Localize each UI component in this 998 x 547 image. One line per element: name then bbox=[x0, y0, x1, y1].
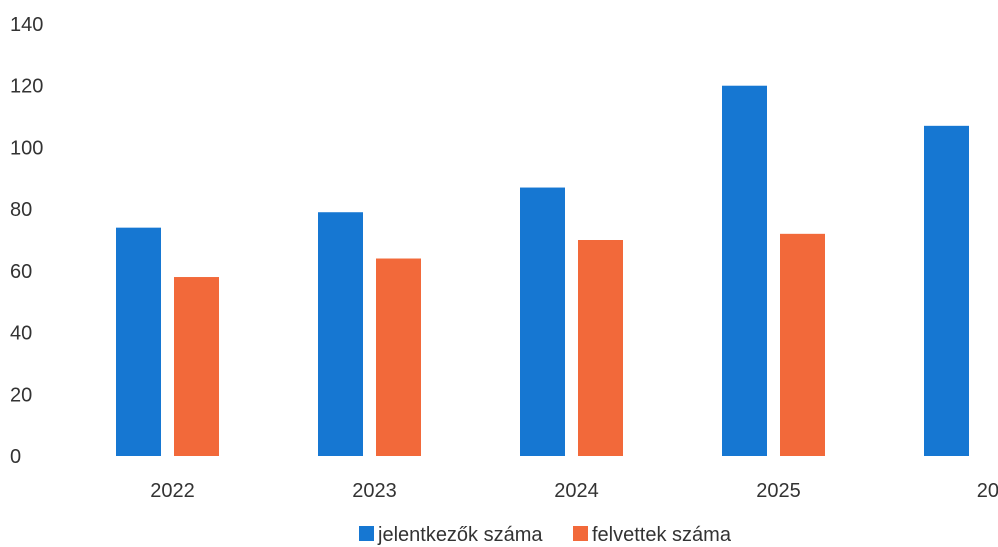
y-axis-ticks: 0 20 40 60 80 100 120 140 bbox=[10, 14, 43, 468]
y-tick-label: 100 bbox=[10, 137, 43, 159]
x-tick-label: 2022 bbox=[150, 480, 195, 502]
legend-swatch-series-0 bbox=[359, 526, 374, 541]
bar-jelentkezok-2022 bbox=[116, 227, 161, 456]
bar-jelentkezok-2025 bbox=[722, 85, 767, 456]
legend-swatch-series-1 bbox=[573, 526, 588, 541]
x-tick-label: 2023 bbox=[352, 480, 397, 502]
bar-jelentkezok-2023 bbox=[318, 212, 363, 456]
x-tick-label: 2026 bbox=[977, 480, 998, 502]
x-tick-label: 2025 bbox=[756, 480, 801, 502]
legend-label-series-0: jelentkezők száma bbox=[377, 524, 543, 546]
y-tick-label: 80 bbox=[10, 199, 32, 221]
legend-label-series-1: felvettek száma bbox=[592, 524, 732, 546]
bars-group bbox=[116, 85, 969, 457]
bar-jelentkezok-2026 bbox=[924, 125, 969, 456]
bar-felvettek-2023 bbox=[376, 258, 421, 456]
y-tick-label: 140 bbox=[10, 14, 43, 36]
bar-jelentkezok-2024 bbox=[520, 187, 565, 457]
bar-felvettek-2024 bbox=[578, 240, 623, 456]
legend: jelentkezők száma felvettek száma bbox=[359, 524, 732, 546]
x-tick-label: 2024 bbox=[554, 480, 599, 502]
x-axis-ticks: 2022 2023 2024 2025 2026 bbox=[150, 480, 998, 502]
y-tick-label: 20 bbox=[10, 384, 32, 406]
bar-felvettek-2022 bbox=[174, 277, 219, 456]
bar-felvettek-2025 bbox=[780, 233, 825, 456]
y-tick-label: 0 bbox=[10, 446, 21, 468]
y-tick-label: 60 bbox=[10, 261, 32, 283]
y-tick-label: 120 bbox=[10, 76, 43, 98]
y-tick-label: 40 bbox=[10, 323, 32, 345]
